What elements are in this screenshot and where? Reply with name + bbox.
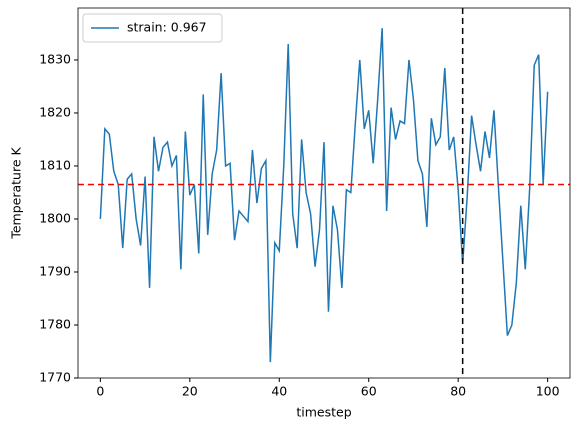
x-tick-label: 0 bbox=[96, 384, 104, 399]
x-tick-label: 80 bbox=[450, 384, 466, 399]
legend-box bbox=[82, 13, 223, 43]
x-tick-label: 100 bbox=[536, 384, 560, 399]
y-tick-label: 1780 bbox=[39, 316, 71, 331]
x-tick-label: 40 bbox=[271, 384, 287, 399]
y-tick-label: 1790 bbox=[39, 263, 71, 278]
y-tick-label: 1820 bbox=[39, 104, 71, 119]
data-line bbox=[99, 28, 549, 363]
y-tick-label: 1800 bbox=[39, 210, 71, 225]
y-axis-label: Temperature K bbox=[9, 147, 24, 240]
plot-frame bbox=[77, 7, 571, 379]
x-tick-label: 60 bbox=[361, 384, 377, 399]
legend-label: strain: 0.967 bbox=[127, 20, 207, 35]
y-tick-label: 1770 bbox=[39, 370, 71, 385]
x-tick-label: 20 bbox=[182, 384, 198, 399]
x-axis-label: timestep bbox=[296, 405, 351, 420]
y-tick-label: 1830 bbox=[39, 51, 71, 66]
y-tick-label: 1810 bbox=[39, 157, 71, 172]
